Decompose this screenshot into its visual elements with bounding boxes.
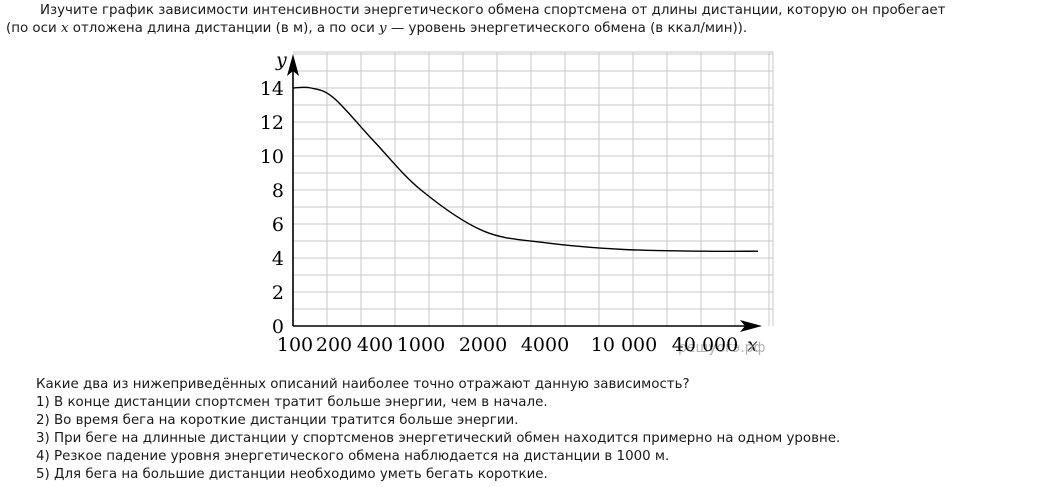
- option-2: 2) Во время бега на короткие дистанции т…: [36, 413, 519, 428]
- x-tick-label: 4000: [521, 334, 569, 356]
- option-1: 1) В конце дистанции спортсмен тратит бо…: [36, 395, 548, 410]
- x-tick-label: 200: [316, 334, 352, 356]
- y-tick-label: 2: [272, 282, 284, 304]
- energy-chart: y x 0 2 4 6 8 10 12 14 решуогэ.рф 100 200 400 1000 2000…: [260, 49, 774, 356]
- option-4: 4) Резкое падение уровня энергетического…: [36, 449, 670, 464]
- y-tick-label: 12: [260, 112, 284, 134]
- y-tick-label: 6: [272, 214, 284, 236]
- x-tick-label: 2000: [459, 334, 507, 356]
- x-tick-label: 1000: [397, 334, 445, 356]
- y-axis-arrow: [287, 54, 299, 76]
- x-axis-arrow: [740, 320, 762, 332]
- task-line-2-end: — уровень энергетического обмена (в ккал…: [386, 21, 748, 36]
- y-symbol: y: [379, 21, 387, 36]
- y-tick-label: 14: [260, 78, 284, 100]
- watermark: решуогэ.рф: [678, 340, 766, 356]
- option-3: 3) При беге на длинные дистанции у спорт…: [36, 431, 841, 446]
- x-axis-label: x: [747, 334, 758, 356]
- grid: [293, 51, 774, 326]
- x-tick-label: 40 000: [672, 334, 738, 356]
- task-line-2-start: (по оси: [6, 21, 61, 36]
- task-intro: Изучите график зависимости интенсивности…: [6, 2, 1046, 38]
- task-line-2: (по оси x отложена длина дистанции (в м)…: [6, 20, 1046, 38]
- option-5: 5) Для бега на большие дистанции необход…: [36, 467, 548, 482]
- question-block: Какие два из нижеприведённых описаний на…: [36, 376, 1036, 484]
- question-prompt: Какие два из нижеприведённых описаний на…: [36, 377, 690, 392]
- task-line-1: Изучите график зависимости интенсивности…: [40, 3, 946, 18]
- task-line-2-middle: отложена длина дистанции (в м), а по оси: [68, 21, 380, 36]
- x-tick-label: 10 000: [591, 334, 657, 356]
- y-axis-label: y: [275, 49, 287, 71]
- y-tick-label: 4: [272, 248, 284, 270]
- energy-curve: [292, 86, 759, 253]
- y-tick-label: 8: [272, 180, 284, 202]
- x-tick-label: 400: [357, 334, 393, 356]
- y-tick-label: 10: [260, 146, 284, 168]
- x-tick-label: 100: [277, 334, 313, 356]
- y-tick-label: 0: [272, 316, 284, 338]
- x-symbol: x: [60, 21, 69, 36]
